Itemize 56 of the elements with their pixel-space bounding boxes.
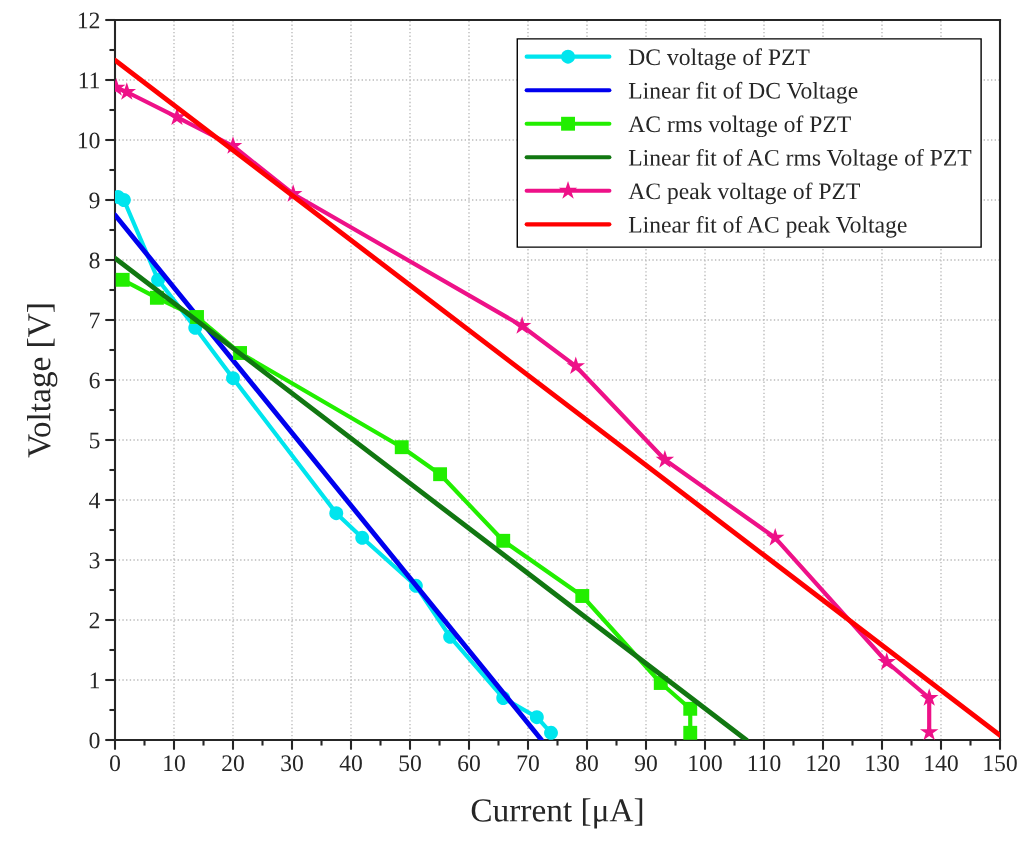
x-tick-label: 120 xyxy=(807,755,840,772)
y-tick-label: 3 xyxy=(89,552,100,569)
x-tick-label: 50 xyxy=(399,755,421,772)
point xyxy=(226,371,240,386)
x-tick-label: 0 xyxy=(110,755,120,772)
legend-label: Linear fit of AC peak Voltage xyxy=(628,215,907,238)
x-tick-label: 10 xyxy=(164,755,185,772)
point xyxy=(394,440,409,455)
x-tick-label: 90 xyxy=(634,755,657,772)
y-tick-label: 12 xyxy=(78,12,100,29)
point xyxy=(683,725,698,740)
x-tick-label: 40 xyxy=(339,755,362,772)
point xyxy=(765,528,785,546)
point xyxy=(329,506,344,521)
x-tick-label: 100 xyxy=(689,755,722,772)
y-tick-label: 7 xyxy=(90,312,100,329)
legend-label: Linear fit of AC rms Voltage of PZT xyxy=(628,148,972,171)
y-tick-label: 10 xyxy=(78,132,100,149)
x-tick-label: 130 xyxy=(866,755,899,772)
point xyxy=(575,589,590,603)
x-tick-label: 20 xyxy=(222,755,244,772)
point xyxy=(115,272,130,287)
y-tick-label: 11 xyxy=(79,72,99,89)
point xyxy=(433,467,448,482)
y-tick-label: 2 xyxy=(89,612,100,629)
point xyxy=(683,701,698,716)
point xyxy=(355,530,370,545)
legend-label: AC rms voltage of PZT xyxy=(628,115,851,138)
point xyxy=(496,533,511,548)
y-tick-label: 1 xyxy=(90,672,99,689)
point xyxy=(919,688,939,706)
x-tick-label: 140 xyxy=(925,755,958,772)
y-tick-label: 6 xyxy=(89,372,100,389)
x-tick-label: 60 xyxy=(458,755,480,772)
x-tick-label: 70 xyxy=(517,755,539,772)
point xyxy=(529,710,544,725)
point xyxy=(877,652,896,670)
y-tick-label: 8 xyxy=(89,252,100,269)
legend-label: AC peak voltage of PZT xyxy=(628,182,860,205)
y-tick-label: 9 xyxy=(89,192,100,209)
x-tick-label: 30 xyxy=(281,755,303,772)
legend-label: Linear fit of DC Voltage xyxy=(628,81,858,104)
x-axis-title: Current [μA] xyxy=(471,798,643,829)
point xyxy=(655,450,675,468)
point xyxy=(544,725,558,740)
point xyxy=(116,193,131,207)
x-tick-label: 150 xyxy=(984,755,1017,772)
y-tick-label: 0 xyxy=(89,732,100,749)
y-tick-label: 5 xyxy=(89,432,100,449)
y-axis-title: Voltage [V] xyxy=(27,304,58,458)
x-tick-label: 80 xyxy=(576,755,598,772)
x-tick-label: 110 xyxy=(748,755,781,772)
point xyxy=(512,316,532,334)
y-tick-label: 4 xyxy=(89,492,101,509)
point xyxy=(566,356,586,375)
legend-label: DC voltage of PZT xyxy=(628,48,810,71)
